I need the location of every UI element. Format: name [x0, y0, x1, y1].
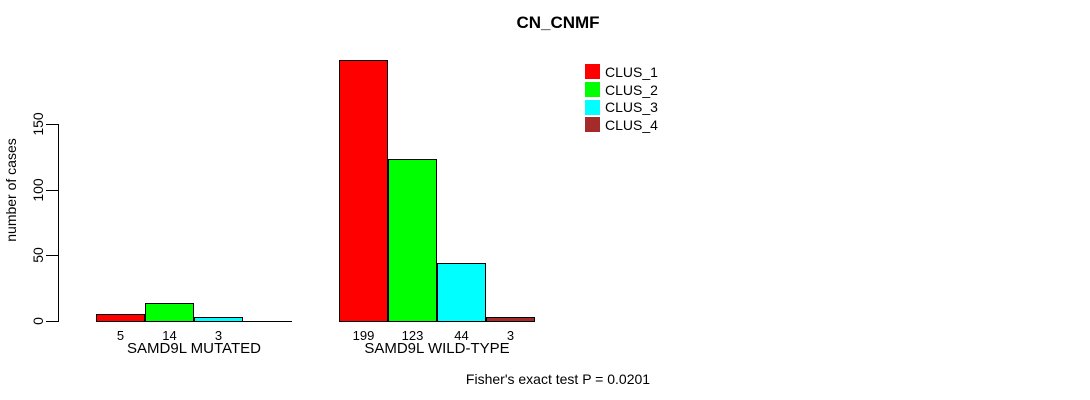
fisher-test-annotation: Fisher's exact test P = 0.0201 [465, 371, 651, 387]
y-axis-tick [46, 321, 58, 322]
legend-item: CLUS_3 [585, 98, 658, 116]
y-axis-title: number of cases [3, 138, 19, 242]
bar-samd9l-wild-type-clus-1 [339, 60, 388, 322]
bar-samd9l-mutated-clus-2 [145, 303, 194, 322]
bar-value-label: 14 [162, 328, 177, 343]
legend-swatch-clus-4 [585, 117, 600, 133]
bar-value-label: 5 [116, 328, 125, 343]
bar-samd9l-mutated-clus-3 [194, 317, 243, 322]
group-label-samd9l-mutated: SAMD9L MUTATED [127, 340, 261, 357]
y-axis-tick [46, 124, 58, 125]
bar-value-label: 3 [214, 328, 223, 343]
legend-item: CLUS_2 [585, 81, 658, 99]
chart-title: CN_CNMF [516, 13, 600, 32]
bar-samd9l-wild-type-clus-3 [437, 263, 486, 322]
bar-value-label: 199 [352, 328, 375, 343]
bar-value-label: 3 [506, 328, 515, 343]
bar-samd9l-mutated-clus-1 [96, 314, 145, 322]
bar-samd9l-wild-type-clus-2 [388, 159, 437, 322]
legend-item: CLUS_4 [585, 116, 658, 134]
legend-label: CLUS_2 [605, 81, 658, 98]
legend-swatch-clus-2 [585, 82, 600, 98]
bar-samd9l-wild-type-clus-4 [486, 317, 535, 322]
y-axis-tick-label: 50 [30, 247, 46, 263]
group-label-samd9l-wild-type: SAMD9L WILD-TYPE [364, 340, 510, 357]
y-axis-tick-label: 150 [30, 112, 46, 136]
y-axis-tick-label: 0 [30, 317, 46, 325]
bar-value-label: 123 [401, 328, 424, 343]
bar-value-label: 44 [454, 328, 469, 343]
legend-item: CLUS_1 [585, 63, 658, 81]
legend-label: CLUS_4 [605, 116, 658, 133]
legend-swatch-clus-1 [585, 64, 600, 80]
y-axis-tick [46, 190, 58, 191]
legend-swatch-clus-3 [585, 99, 600, 115]
y-axis-tick [46, 255, 58, 256]
legend-label: CLUS_1 [605, 63, 658, 80]
y-axis-line [58, 124, 59, 322]
legend-label: CLUS_3 [605, 99, 658, 116]
legend: CLUS_1 CLUS_2 CLUS_3 CLUS_4 [585, 63, 658, 134]
y-axis-tick-label: 100 [30, 178, 46, 202]
